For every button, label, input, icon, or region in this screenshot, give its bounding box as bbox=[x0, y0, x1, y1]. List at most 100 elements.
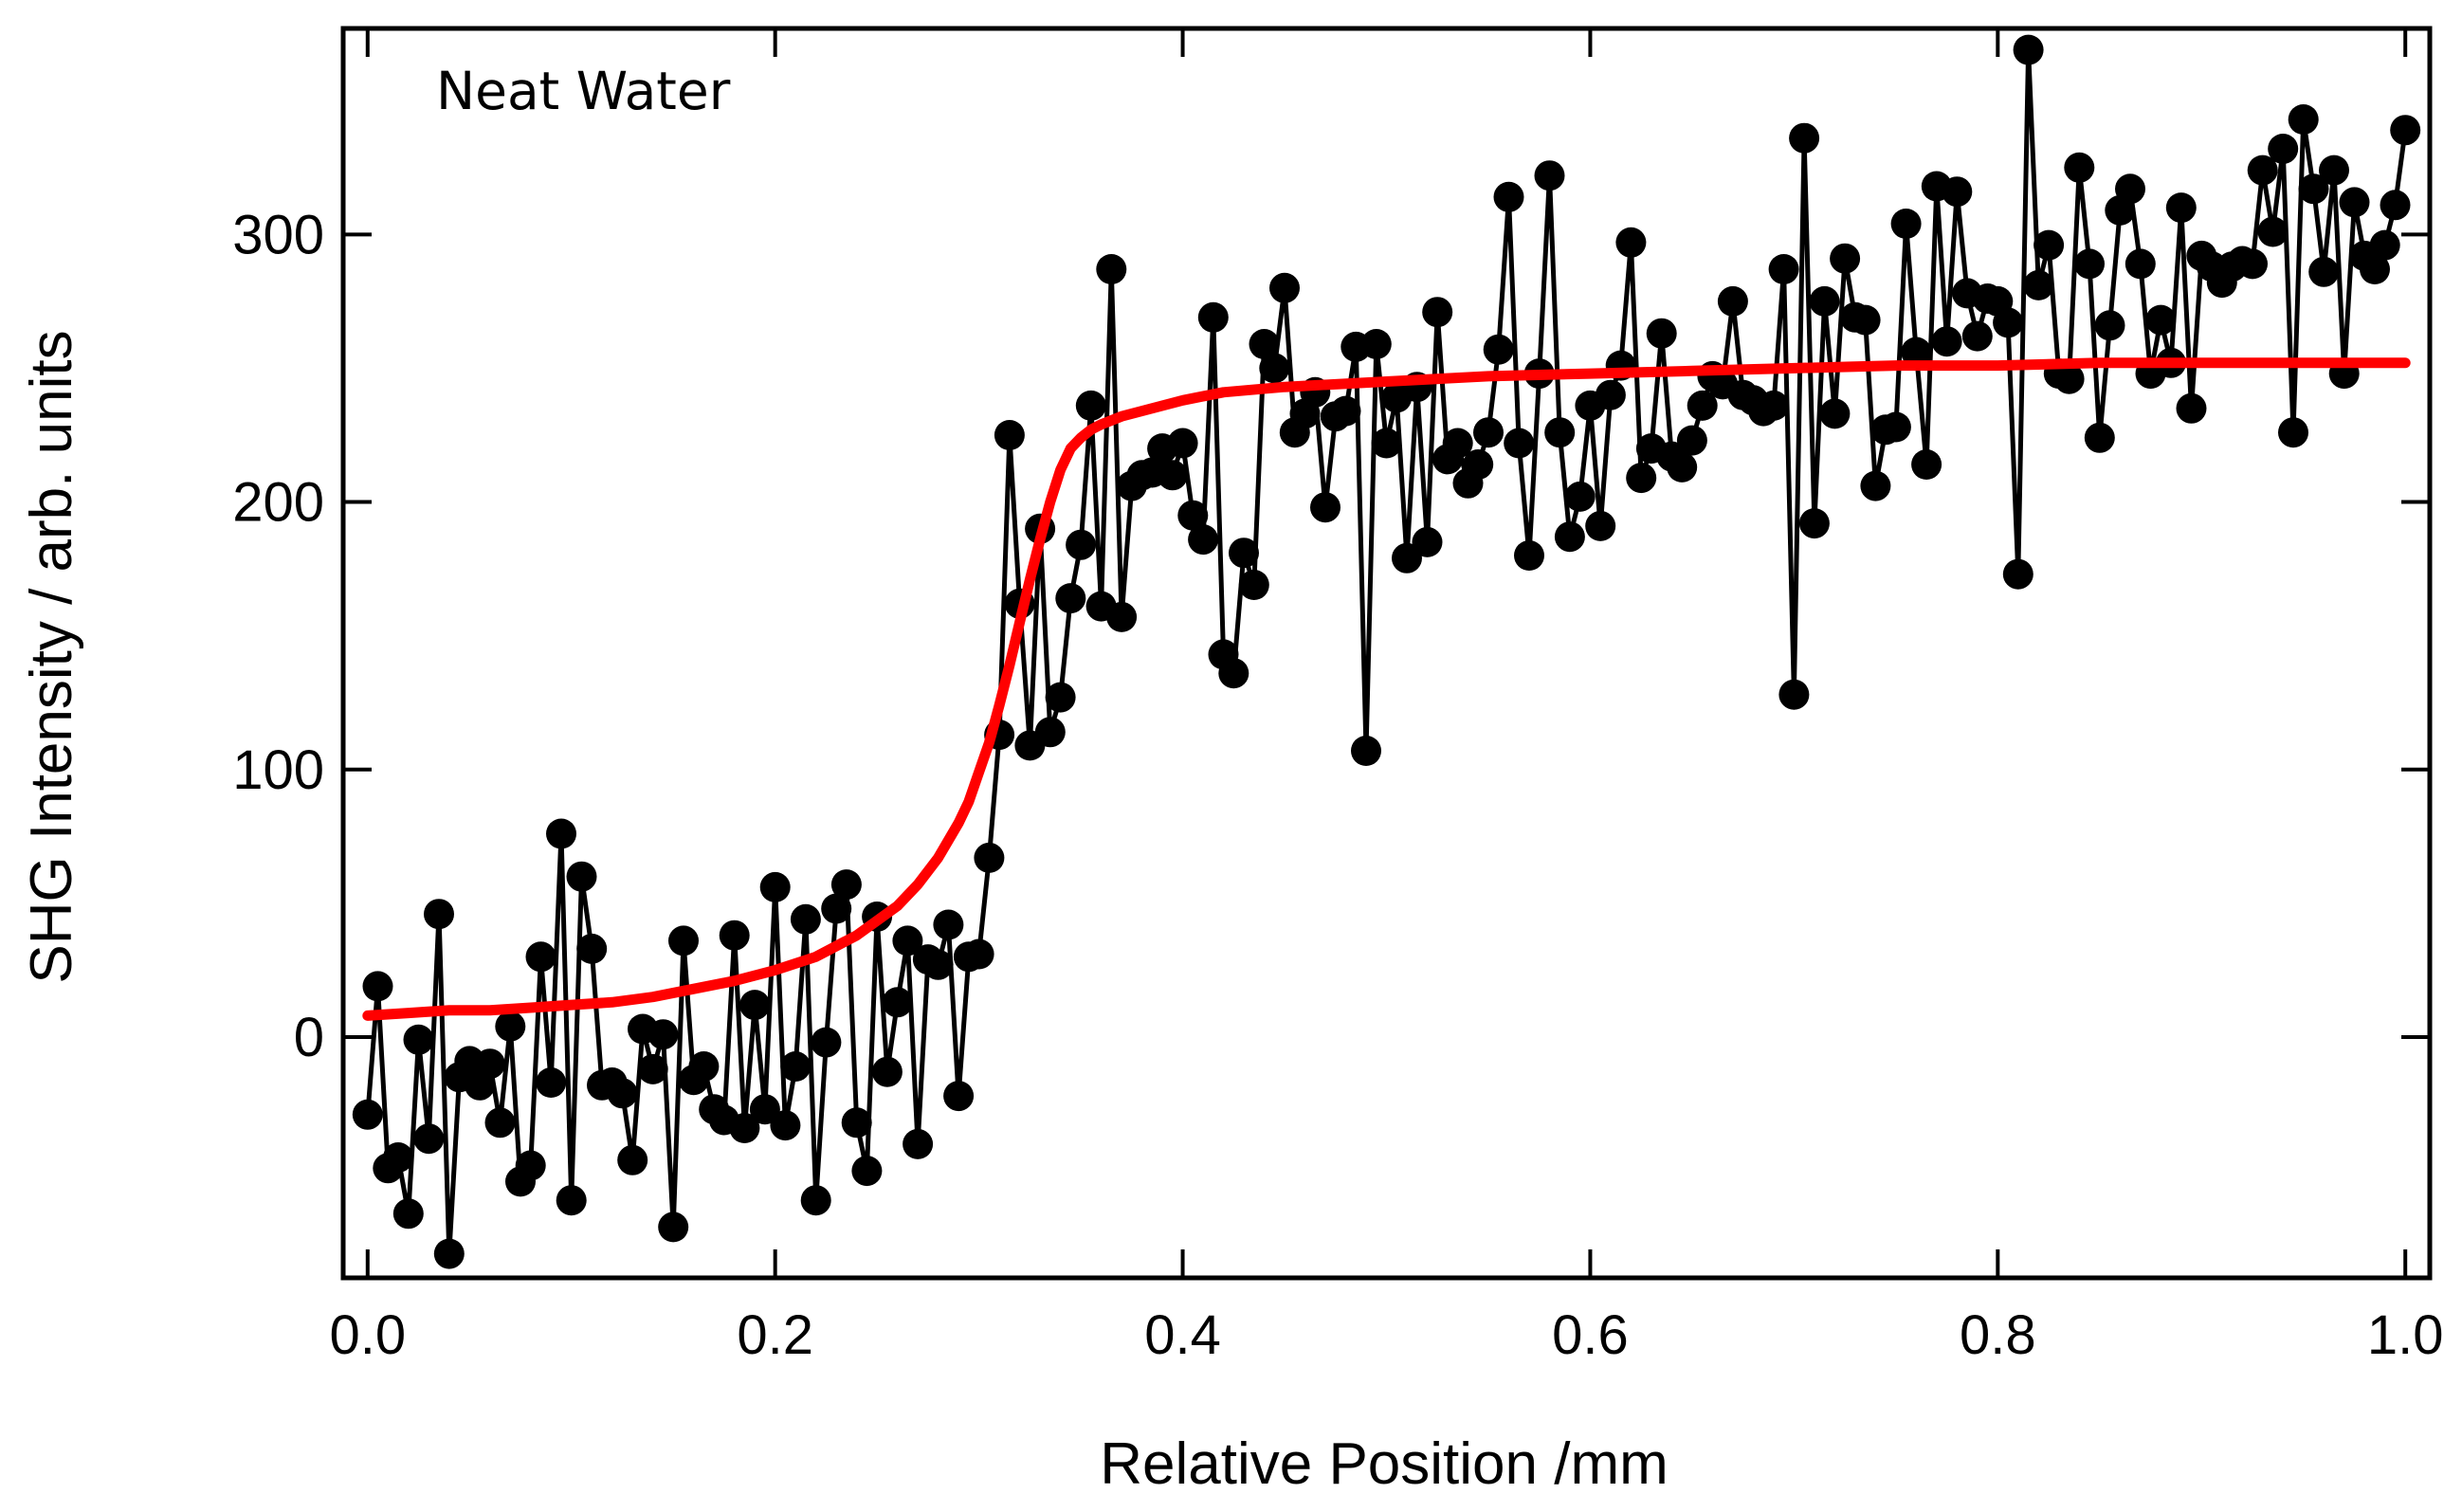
data-point bbox=[1075, 390, 1106, 421]
y-tick-label: 0 bbox=[294, 1007, 324, 1068]
data-point bbox=[800, 1185, 831, 1216]
data-point bbox=[2380, 190, 2411, 221]
data-point bbox=[1687, 390, 1718, 421]
data-point bbox=[1809, 285, 1840, 317]
x-tick-label: 0.0 bbox=[329, 1304, 406, 1366]
data-point bbox=[1615, 227, 1647, 258]
data-point bbox=[1504, 428, 1535, 459]
data-point bbox=[1901, 337, 1932, 368]
data-point bbox=[933, 909, 964, 940]
data-point bbox=[1045, 682, 1076, 713]
data-point bbox=[830, 869, 862, 901]
data-point bbox=[1717, 285, 1748, 317]
data-point bbox=[922, 949, 954, 980]
data-point bbox=[1483, 334, 1514, 365]
data-point bbox=[2145, 304, 2177, 336]
data-point bbox=[2319, 155, 2349, 186]
data-point bbox=[2288, 104, 2319, 135]
data-point bbox=[2257, 216, 2289, 247]
data-point bbox=[1585, 510, 1616, 541]
data-point bbox=[424, 899, 454, 930]
data-point bbox=[2023, 269, 2054, 301]
data-point bbox=[1626, 463, 1657, 494]
data-point bbox=[1229, 537, 1259, 569]
data-point bbox=[2013, 34, 2044, 65]
data-point bbox=[790, 903, 821, 935]
data-point bbox=[392, 1198, 424, 1230]
data-point bbox=[811, 1027, 842, 1058]
data-point bbox=[1860, 470, 1891, 501]
data-point bbox=[1066, 529, 1097, 560]
data-point bbox=[2084, 422, 2115, 453]
data-point bbox=[729, 1113, 760, 1143]
data-point bbox=[2237, 248, 2268, 280]
data-point bbox=[403, 1024, 434, 1055]
data-point bbox=[1931, 326, 1962, 357]
data-point bbox=[1412, 526, 1443, 557]
data-point bbox=[495, 1011, 526, 1042]
data-point bbox=[1177, 500, 1209, 531]
y-tick-label: 300 bbox=[232, 204, 324, 265]
data-point bbox=[2278, 417, 2308, 448]
data-point bbox=[515, 1150, 546, 1181]
data-point bbox=[658, 1211, 689, 1243]
data-point bbox=[1778, 679, 1810, 710]
data-point bbox=[1942, 176, 1973, 208]
series-layer bbox=[352, 34, 2421, 1269]
data-point bbox=[780, 1051, 812, 1082]
data-point bbox=[607, 1078, 638, 1109]
data-point bbox=[474, 1048, 505, 1080]
data-point bbox=[2115, 173, 2145, 205]
data-point bbox=[1269, 272, 1300, 303]
x-tick-label: 0.2 bbox=[737, 1304, 813, 1366]
data-point bbox=[1218, 658, 1249, 689]
data-point bbox=[943, 1081, 975, 1112]
data-point bbox=[1463, 449, 1494, 480]
data-point bbox=[1768, 254, 1799, 284]
data-point bbox=[1595, 379, 1626, 410]
x-axis-label: Relative Position /mm bbox=[1100, 1431, 1669, 1497]
data-point bbox=[739, 990, 771, 1021]
data-point bbox=[566, 861, 597, 892]
data-point bbox=[871, 1056, 903, 1087]
data-point bbox=[1646, 318, 1677, 349]
data-point bbox=[1798, 508, 1830, 539]
data-point bbox=[525, 941, 556, 973]
tick-layer: 0.0 0.2 0.4 0.6 0.8 1.0 0 100 200 300 bbox=[232, 28, 2444, 1366]
data-point bbox=[1055, 583, 1086, 614]
data-point bbox=[770, 1110, 801, 1141]
data-point bbox=[2002, 558, 2033, 590]
data-point bbox=[1442, 428, 1473, 459]
data-point bbox=[994, 420, 1025, 450]
data-point bbox=[1330, 395, 1361, 427]
data-point bbox=[668, 925, 699, 956]
data-point bbox=[484, 1107, 516, 1139]
data-point bbox=[749, 1094, 780, 1125]
data-point bbox=[617, 1144, 648, 1175]
data-point bbox=[903, 1128, 934, 1159]
chart-annotation: Neat Water bbox=[436, 61, 731, 121]
data-point bbox=[719, 920, 750, 951]
data-point bbox=[546, 818, 576, 849]
data-point bbox=[1850, 304, 1881, 336]
data-point bbox=[1890, 209, 1922, 239]
data-point bbox=[647, 1019, 679, 1050]
data-point bbox=[2094, 310, 2125, 341]
data-point bbox=[1188, 524, 1219, 556]
data-point bbox=[2165, 192, 2197, 224]
data-point bbox=[963, 938, 994, 970]
plot-frame bbox=[340, 26, 2433, 1281]
data-point bbox=[1249, 329, 1280, 359]
data-point bbox=[2369, 229, 2400, 261]
data-point bbox=[1789, 122, 1820, 154]
data-point bbox=[1351, 736, 1381, 766]
data-point bbox=[2390, 115, 2421, 146]
data-point bbox=[1758, 390, 1789, 421]
fit-curve-line bbox=[362, 357, 2411, 1021]
data-point bbox=[2360, 254, 2390, 284]
data-point bbox=[1911, 449, 1942, 480]
data-point bbox=[759, 871, 791, 902]
data-point bbox=[2268, 134, 2299, 164]
data-point bbox=[1096, 254, 1127, 284]
data-point bbox=[1034, 717, 1066, 748]
